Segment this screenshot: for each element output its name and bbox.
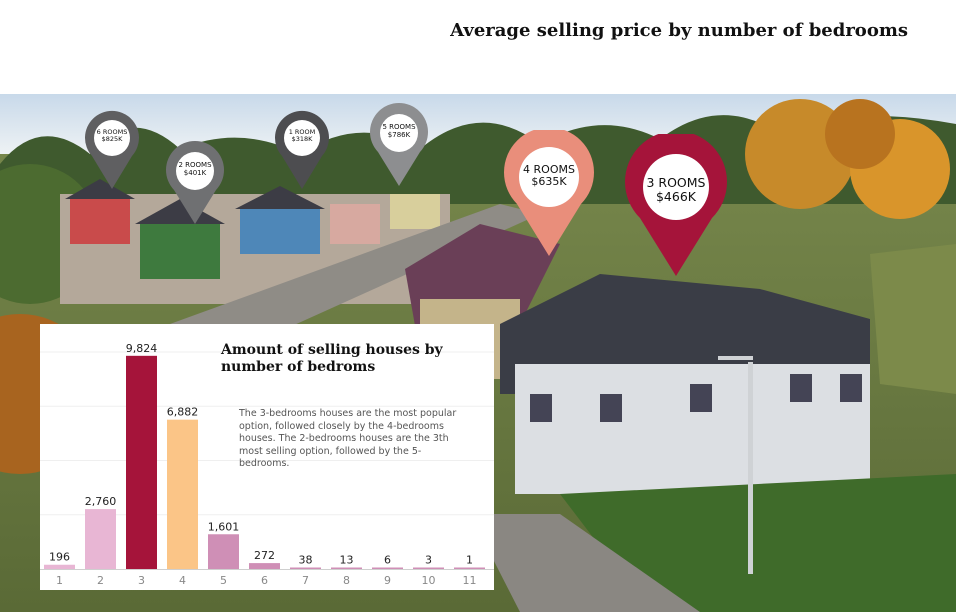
- pin-room-count: 5 ROOMS: [382, 123, 416, 131]
- bar-1: [44, 564, 75, 569]
- pin-label: 1 ROOM $318K: [273, 128, 331, 144]
- pin-room-count: 6 ROOMS: [96, 128, 128, 136]
- price-pin-1-room: 1 ROOM $318K: [273, 109, 331, 191]
- x-tick-label: 11: [463, 574, 477, 587]
- pin-label: 2 ROOMS $401K: [164, 161, 226, 177]
- bar-9: [372, 567, 403, 569]
- neighborhood-illustration: [0, 94, 956, 612]
- bar-value-label: 1: [466, 554, 473, 567]
- bar-6: [249, 563, 280, 569]
- bar-value-label: 6: [384, 554, 391, 567]
- x-tick-label: 2: [97, 574, 104, 587]
- x-tick-label: 9: [384, 574, 391, 587]
- pin-room-count: 1 ROOM: [288, 128, 316, 136]
- bar-3: [126, 355, 157, 569]
- map-pin-icon: [625, 130, 727, 276]
- bar-value-label: 1,601: [208, 520, 240, 533]
- bar-value-label: 6,882: [167, 406, 199, 419]
- map-pin-icon: [370, 103, 428, 186]
- bar-value-label: 13: [340, 554, 354, 567]
- map-pin-icon: [166, 141, 224, 224]
- price-pin-5-rooms: 5 ROOMS $786K: [368, 102, 430, 188]
- chart-note: The 3-bedrooms houses are the most popul…: [239, 408, 457, 469]
- x-tick-label: 6: [261, 574, 268, 587]
- bar-value-label: 38: [299, 554, 313, 567]
- map-pin-icon: [85, 110, 139, 189]
- price-pin-2-rooms: 2 ROOMS $401K: [164, 140, 226, 226]
- map-pin-icon: [504, 127, 594, 256]
- bar-value-label: 9,824: [126, 342, 158, 355]
- bar-chart-card: 196 1 2,760 2 9,824 3 6,882 4 1,601 5 272 6 38 7 13 8 6 9…: [40, 324, 494, 590]
- bar-4: [167, 419, 198, 569]
- bar-2: [85, 509, 116, 569]
- x-tick-label: 3: [138, 574, 145, 587]
- pin-label: 3 ROOMS $466K: [623, 176, 729, 204]
- x-tick-label: 1: [56, 574, 63, 587]
- bar-10: [413, 567, 444, 569]
- bar-value-label: 272: [254, 549, 275, 562]
- neighborhood-photo: 6 ROOMS $825K 2 ROOMS $401K 1 ROOM $318K: [0, 94, 956, 612]
- pin-price: $786K: [387, 130, 411, 139]
- bar-value-label: 196: [49, 551, 70, 564]
- x-tick-label: 10: [422, 574, 436, 587]
- pin-label: 4 ROOMS $635K: [502, 163, 596, 189]
- x-tick-label: 4: [179, 574, 186, 587]
- pin-price: $635K: [531, 175, 567, 189]
- bar-8: [331, 567, 362, 569]
- pin-price: $318K: [291, 135, 313, 144]
- x-tick-label: 5: [220, 574, 227, 587]
- pin-room-count: 2 ROOMS: [178, 161, 212, 169]
- pin-label: 5 ROOMS $786K: [368, 123, 430, 139]
- pin-room-count: 3 ROOMS: [646, 175, 706, 190]
- pin-room-count: 4 ROOMS: [523, 163, 575, 176]
- chart-title: Amount of selling houses by number of be…: [221, 342, 443, 375]
- pin-label: 6 ROOMS $825K: [83, 128, 141, 144]
- bar-chart: 19612,76029,82436,88241,6015272638713869…: [40, 342, 494, 587]
- x-tick-label: 7: [302, 574, 309, 587]
- bar-value-label: 2,760: [85, 495, 117, 508]
- price-pin-6-rooms: 6 ROOMS $825K: [83, 109, 141, 191]
- pin-price: $825K: [101, 135, 123, 144]
- page-title: Average selling price by number of bedro…: [450, 20, 908, 41]
- bar-11: [454, 567, 485, 569]
- bar-5: [208, 534, 239, 569]
- x-tick-label: 8: [343, 574, 350, 587]
- map-pin-icon: [275, 110, 329, 189]
- bar-value-label: 3: [425, 554, 432, 567]
- bar-7: [290, 567, 321, 569]
- price-pin-4-rooms: 4 ROOMS $635K: [502, 127, 596, 258]
- pin-price: $401K: [183, 168, 207, 177]
- pin-price: $466K: [655, 188, 696, 204]
- price-pin-3-rooms: 3 ROOMS $466K: [623, 130, 729, 278]
